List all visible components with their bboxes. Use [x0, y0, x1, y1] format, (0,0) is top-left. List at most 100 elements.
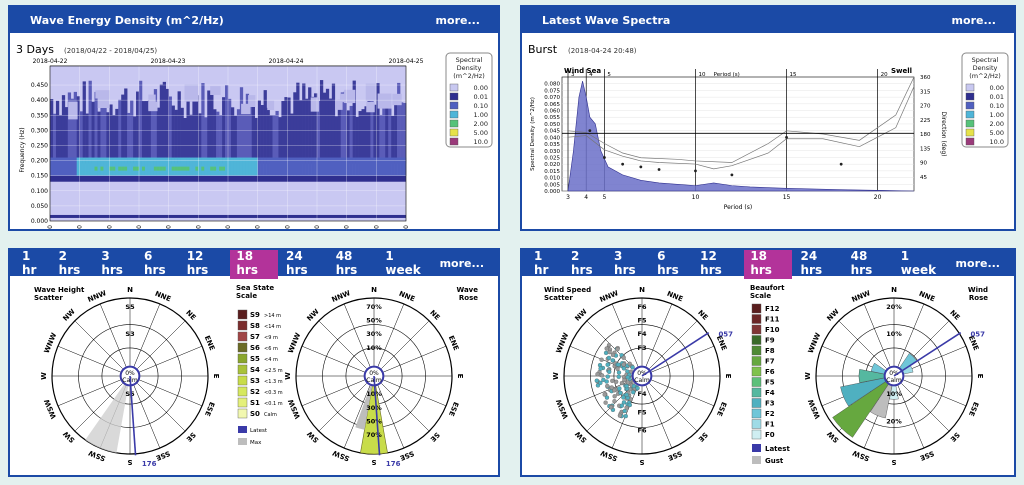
wave-tab-48-hrs[interactable]: 48 hrs	[330, 248, 378, 279]
rose-direction-label: E	[724, 374, 732, 379]
spectral-legend-swatch	[966, 93, 974, 100]
spectral-legend-title: Density	[457, 64, 482, 72]
sea-state-range: <1.3 m	[264, 379, 283, 385]
spectra-xtick: 15	[783, 194, 791, 201]
spectral-legend-swatch	[450, 84, 458, 91]
wave-tab-12-hrs[interactable]: 12 hrs	[181, 248, 229, 279]
heatmap-cell	[59, 158, 62, 176]
wind-tab-24-hrs[interactable]: 24 hrs	[794, 248, 842, 279]
wind-scatter-point	[618, 414, 622, 418]
spectral-legend-title: Spectral	[972, 56, 999, 64]
rose-direction-label: ESE	[715, 401, 728, 418]
heatmap-cell	[80, 111, 83, 163]
rose-latest-label: 176	[386, 460, 401, 468]
heatmap-cell	[359, 111, 362, 164]
spectra-y2tick: 270	[920, 104, 931, 110]
spectra-y2tick: 45	[920, 175, 927, 181]
heatmap-xtick: 30:00	[284, 225, 291, 229]
sea-state-swatch	[238, 387, 247, 396]
wind-scatter-point	[606, 375, 610, 379]
rose-title: Wave	[456, 286, 478, 294]
spectra-ytick: 0.030	[544, 149, 560, 155]
spectra-ytick: 0.055	[544, 115, 560, 121]
sea-state-label: S5	[250, 355, 260, 363]
heatmap-cell	[148, 95, 155, 110]
rose-direction-label: W	[40, 372, 48, 380]
heatmap-cell	[290, 114, 293, 164]
rose-direction-label: W	[552, 372, 560, 380]
wave-tab-18-hrs[interactable]: 18 hrs	[230, 248, 278, 279]
rose-ring-label: 70%	[366, 303, 382, 311]
spectra-top-tick: 5	[607, 72, 611, 78]
sea-state-swatch	[238, 354, 247, 363]
heatmap-cell	[204, 158, 207, 176]
rose-spoke	[381, 383, 430, 432]
heatmap-cell	[157, 108, 160, 164]
wave-tab-6-hrs[interactable]: 6 hrs	[138, 248, 179, 279]
heatmap-cell	[175, 110, 178, 164]
heatmap-cell	[385, 102, 388, 163]
spectra-swell-label: Swell	[891, 67, 912, 75]
sea-state-range: <14 m	[264, 324, 281, 330]
wind-tab-3-hrs[interactable]: 3 hrs	[608, 248, 649, 279]
wave-energy-heatmap: 3 Days (2018/04/22 - 2018/04/25)2018-04-2…	[10, 33, 498, 229]
rose-latest-label: 176	[142, 460, 157, 468]
heatmap-cell	[219, 115, 222, 164]
wind-tab-1-hr[interactable]: 1 hr	[528, 248, 563, 279]
heatmap-cell	[290, 158, 293, 176]
sea-state-legend-title: Sea State	[236, 284, 274, 292]
wave-energy-more-link[interactable]: more...	[436, 14, 480, 27]
wind-more-link[interactable]: more...	[950, 255, 1006, 272]
wind-tab-6-hrs[interactable]: 6 hrs	[651, 248, 692, 279]
heatmap-cell	[366, 84, 376, 101]
wave-tab-3-hrs[interactable]: 3 hrs	[95, 248, 136, 279]
wave-more-link[interactable]: more...	[434, 255, 490, 272]
wind-scatter-point	[621, 396, 625, 400]
wind-tab-18-hrs[interactable]: 18 hrs	[744, 248, 792, 279]
heatmap-cell	[83, 81, 86, 163]
rose-direction-label: ESE	[447, 401, 460, 418]
rose-direction-label: N	[371, 286, 377, 294]
rose-direction-label: N	[127, 286, 133, 294]
wind-scatter-point	[610, 386, 614, 390]
rose-title: Scatter	[34, 294, 63, 302]
beaufort-label: F10	[765, 326, 780, 334]
rose-spoke	[646, 304, 672, 367]
wave-tab-1-week[interactable]: 1 week	[379, 248, 431, 279]
rose-spoke	[58, 380, 121, 406]
heatmap-cell	[302, 158, 305, 176]
heatmap-cell	[228, 158, 231, 176]
heatmap-cell	[278, 158, 281, 176]
wind-tab-2-hrs[interactable]: 2 hrs	[565, 248, 606, 279]
wave-tab-2-hrs[interactable]: 2 hrs	[53, 248, 94, 279]
wind-tab-1-week[interactable]: 1 week	[895, 248, 948, 279]
wave-spectra-more-link[interactable]: more...	[952, 14, 996, 27]
wind-tab-48-hrs[interactable]: 48 hrs	[845, 248, 893, 279]
wind-scatter-point	[611, 353, 615, 357]
heatmap-cell	[142, 167, 145, 171]
wind-scatter-point	[595, 379, 599, 383]
wave-tab-1-hr[interactable]: 1 hr	[16, 248, 51, 279]
heatmap-cell	[109, 167, 112, 171]
heatmap-date-label: 2018-04-23	[151, 58, 186, 65]
beaufort-swatch	[752, 420, 761, 429]
wind-tab-12-hrs[interactable]: 12 hrs	[694, 248, 742, 279]
heatmap-cell	[231, 158, 234, 176]
spectral-legend-label: 5.00	[990, 129, 1004, 137]
heatmap-cell	[275, 158, 278, 176]
rose-latest-label: 057	[718, 330, 733, 338]
heatmap-xtick: 36:00	[195, 225, 202, 229]
spectra-ytick: 0.010	[544, 176, 560, 182]
rose-title: Wave Height	[34, 286, 85, 294]
heatmap-cell	[130, 158, 133, 176]
wind-rose-panel: 1 hr 2 hrs 3 hrs 6 hrs 12 hrs 18 hrs 24 hrs 48 …	[520, 248, 1016, 477]
heatmap-cell	[71, 158, 74, 176]
spectra-ytick: 0.065	[544, 102, 560, 108]
wind-scatter-point	[607, 370, 611, 374]
beaufort-gust-label: Gust	[765, 457, 784, 465]
wave-tab-24-hrs[interactable]: 24 hrs	[280, 248, 328, 279]
heatmap-cell	[308, 158, 311, 176]
heatmap-xtick: 18:00	[136, 225, 143, 229]
spectra-ytick: 0.005	[544, 182, 560, 188]
beaufort-swatch	[752, 399, 761, 408]
